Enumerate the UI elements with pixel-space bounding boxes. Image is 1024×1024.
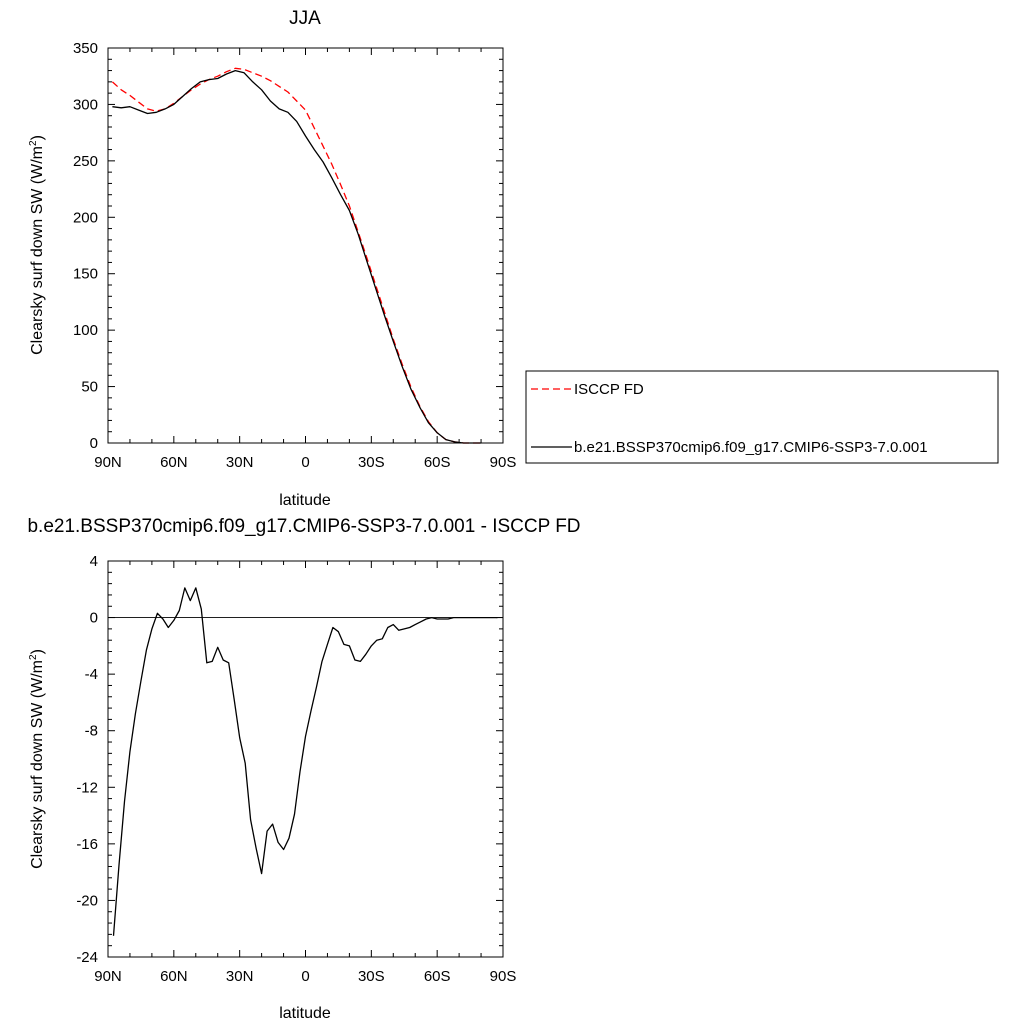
top-chart-title: JJA — [289, 8, 321, 29]
bottom-plot-frame — [107, 560, 504, 958]
top-y-axis-title: Clearsky surf down SW (W/m2) — [28, 135, 46, 355]
bottom-plot-content — [108, 587, 503, 936]
legend: ISCCP FD b.e21.BSSP370cmip6.f09_g17.CMIP… — [525, 370, 999, 464]
top-y-axis-title-suffix: ) — [29, 135, 46, 140]
bottom-ticks — [107, 560, 504, 958]
bottom-y-tick-label: -8 — [85, 723, 98, 740]
top-x-tick-label: 90N — [94, 454, 122, 471]
legend-label-model: b.e21.BSSP370cmip6.f09_g17.CMIP6-SSP3-7.… — [574, 439, 928, 456]
bottom-y-tick-label: -12 — [76, 779, 98, 796]
top-ticks — [107, 47, 504, 444]
top-y-axis-title-superscript: 2 — [28, 140, 39, 146]
top-x-tick-label: 60N — [160, 454, 188, 471]
top-y-tick-label: 150 — [73, 266, 98, 283]
top-y-tick-label: 200 — [73, 209, 98, 226]
top-series-line-1 — [112, 69, 482, 444]
bottom-series-line-0 — [112, 587, 498, 936]
bottom-chart-title: b.e21.BSSP370cmip6.f09_g17.CMIP6-SSP3-7.… — [27, 516, 580, 537]
bottom-y-axis-title: Clearsky surf down SW (W/m2) — [28, 649, 46, 869]
bottom-x-tick-label: 30N — [226, 968, 254, 985]
bottom-y-axis-title-superscript: 2 — [28, 654, 39, 660]
bottom-y-tick-label: 0 — [90, 610, 98, 627]
bottom-x-tick-label: 30S — [358, 968, 385, 985]
bottom-tick-labels: 90N 60N 30N 0 30S 60S 90S -24 -20 -16 -12 -8 -4 0 4 — [76, 553, 516, 985]
top-x-tick-label: 90S — [490, 454, 517, 471]
bottom-x-axis-title: latitude — [279, 1005, 331, 1022]
bottom-y-axis-title-suffix: ) — [29, 649, 46, 654]
bottom-x-tick-label: 90N — [94, 968, 122, 985]
bottom-panel: b.e21.BSSP370cmip6.f09_g17.CMIP6-SSP3-7.… — [27, 516, 580, 1022]
bottom-x-tick-label: 60S — [424, 968, 451, 985]
top-series-line-0 — [111, 67, 482, 444]
top-tick-labels: 90N 60N 30N 0 30S 60S 90S 0 50 100 150 200 250 300 350 — [73, 40, 516, 471]
legend-label-isccp: ISCCP FD — [574, 381, 644, 398]
top-panel: JJA 90N 60N 30N 0 30S 60S 90S 0 50 100 150 200 250 30… — [28, 8, 999, 509]
top-y-tick-label: 100 — [73, 322, 98, 339]
bottom-y-tick-label: -20 — [76, 892, 98, 909]
bottom-x-tick-label: 90S — [490, 968, 517, 985]
top-plot-content — [111, 67, 482, 444]
top-y-tick-label: 50 — [81, 379, 98, 396]
top-y-axis-title-main: Clearsky surf down SW (W/m — [29, 146, 46, 355]
bottom-y-axis-title-main: Clearsky surf down SW (W/m — [29, 660, 46, 869]
top-x-axis-title: latitude — [279, 492, 331, 509]
bottom-y-tick-label: 4 — [90, 553, 98, 570]
top-x-tick-label: 0 — [301, 454, 309, 471]
top-y-tick-label: 0 — [90, 435, 98, 452]
bottom-y-tick-label: -4 — [85, 666, 98, 683]
bottom-x-tick-label: 0 — [301, 968, 309, 985]
top-x-tick-label: 30S — [358, 454, 385, 471]
bottom-y-tick-label: -24 — [76, 949, 98, 966]
top-x-tick-label: 30N — [226, 454, 254, 471]
bottom-x-tick-label: 60N — [160, 968, 188, 985]
top-y-tick-label: 350 — [73, 40, 98, 57]
bottom-y-tick-label: -16 — [76, 836, 98, 853]
top-y-tick-label: 300 — [73, 96, 98, 113]
top-x-tick-label: 60S — [424, 454, 451, 471]
legend-box — [525, 370, 999, 464]
top-y-tick-label: 250 — [73, 153, 98, 170]
